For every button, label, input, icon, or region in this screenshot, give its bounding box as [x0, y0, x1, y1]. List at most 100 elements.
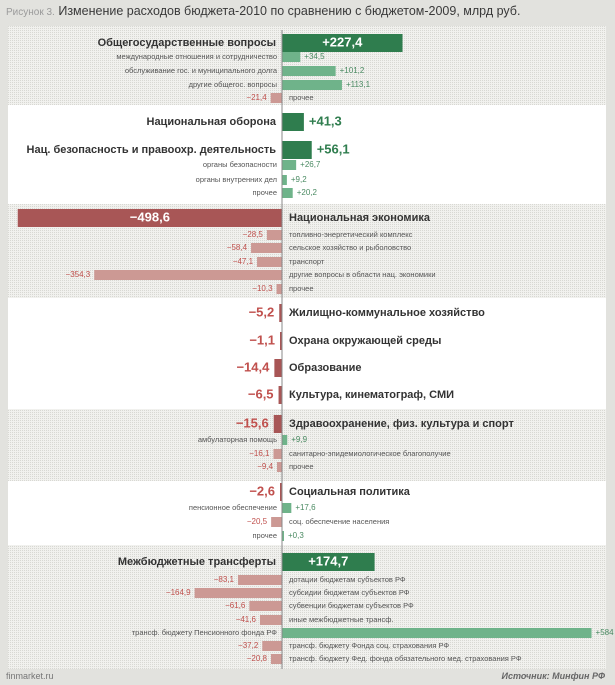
group-bar [274, 359, 282, 377]
sub-label: топливно-энергетический комплекс [289, 230, 413, 239]
group-bar [273, 415, 282, 433]
group-value-label: −15,6 [236, 415, 269, 430]
sub-bar [282, 80, 342, 90]
sub-label: соц. обеспечение населения [289, 517, 389, 526]
sub-bar [270, 654, 282, 664]
group-bar [280, 483, 282, 501]
group-band [8, 409, 606, 481]
group-bar [282, 553, 375, 571]
sub-value-label: +584 [596, 628, 615, 637]
sub-label: прочее [253, 188, 278, 197]
group-value-label: +227,4 [322, 34, 363, 49]
group-label: Национальная оборона [147, 116, 277, 128]
sub-value-label: −20,8 [247, 654, 268, 663]
sub-bar [257, 257, 282, 267]
title-text: Изменение расходов бюджета-2010 по сравн… [58, 4, 521, 18]
sub-value-label: +20,2 [297, 188, 318, 197]
group-value-label: −5,2 [249, 304, 275, 319]
sub-bar [94, 270, 282, 280]
sub-value-label: −164,9 [166, 588, 191, 597]
sub-bar [282, 503, 292, 513]
sub-label: другие общегос. вопросы [189, 80, 277, 89]
sub-bar [282, 66, 336, 76]
sub-bar [266, 230, 282, 240]
group-bar [17, 209, 282, 227]
sub-bar [194, 588, 282, 598]
sub-value-label: +9,2 [291, 175, 307, 184]
group-label: Национальная экономика [289, 212, 431, 224]
sub-label: другие вопросы в области нац. экономики [289, 270, 436, 279]
group-value-label: +174,7 [308, 553, 348, 568]
sub-value-label: −9,4 [257, 462, 273, 471]
sub-label: прочее [289, 93, 314, 102]
sub-bar [282, 52, 301, 62]
group-bar [282, 141, 312, 159]
sub-bar [282, 435, 288, 445]
sub-value-label: +26,7 [300, 160, 321, 169]
sub-value-label: −58,4 [227, 243, 248, 252]
sub-bar [282, 188, 293, 198]
sub-value-label: −83,1 [214, 575, 235, 584]
sub-label: обслуживание гос. и муниципального долга [125, 66, 278, 75]
sub-value-label: +113,1 [346, 80, 371, 89]
sub-label: амбулаторная помощь [198, 435, 277, 444]
sub-label: прочее [253, 531, 278, 540]
footer-site: finmarket.ru [6, 671, 54, 681]
sub-value-label: +17,6 [295, 503, 316, 512]
group-label: Жилищно-коммунальное хозяйство [288, 307, 485, 319]
sub-label: сельское хозяйство и рыболовство [289, 243, 411, 252]
sub-bar [282, 531, 284, 541]
sub-bar [251, 243, 282, 253]
sub-bar [282, 628, 592, 638]
sub-bar [273, 449, 282, 459]
sub-bar [271, 517, 282, 527]
sub-bar [249, 601, 282, 611]
group-bar [280, 332, 282, 350]
sub-value-label: −10,3 [252, 284, 273, 293]
group-bar [282, 113, 304, 131]
sub-label: трансф. бюджету Фед. фонда обязательного… [289, 654, 522, 663]
group-bar [279, 304, 282, 322]
group-label: Охрана окружающей среды [289, 335, 441, 347]
sub-value-label: +9,9 [291, 435, 307, 444]
group-value-label: −14,4 [236, 359, 270, 374]
group-label: Общегосударственные вопросы [98, 37, 276, 49]
footer-source: Источник: Минфин РФ [501, 671, 605, 681]
group-value-label: −498,6 [130, 209, 170, 224]
sub-bar [282, 175, 287, 185]
sub-label: трансф. бюджету Пенсионного фонда РФ [132, 628, 278, 637]
sub-label: транспорт [289, 257, 325, 266]
sub-bar [276, 284, 282, 294]
sub-value-label: −47,1 [233, 257, 254, 266]
group-value-label: −6,5 [248, 386, 274, 401]
group-label: Социальная политика [289, 486, 411, 498]
sub-bar [277, 462, 282, 472]
sub-value-label: −37,2 [238, 641, 259, 650]
sub-value-label: −41,6 [236, 615, 257, 624]
group-label: Межбюджетные трансферты [118, 556, 276, 568]
group-value-label: +56,1 [317, 141, 350, 156]
sub-label: дотации бюджетам субъектов РФ [289, 575, 406, 584]
sub-label: пенсионное обеспечение [189, 503, 277, 512]
sub-label: субвенции бюджетам субъектов РФ [289, 601, 414, 610]
sub-value-label: −21,4 [246, 93, 267, 102]
sub-bar [259, 615, 282, 625]
sub-value-label: −354,3 [66, 270, 91, 279]
group-value-label: +41,3 [309, 113, 342, 128]
sub-label: иные межбюджетные трансф. [289, 615, 394, 624]
group-label: Здравоохранение, физ. культура и спорт [289, 418, 514, 430]
group-label: Образование [289, 362, 362, 374]
group-label: Нац. безопасность и правоохр. деятельнос… [27, 144, 277, 156]
sub-value-label: −20,5 [247, 517, 268, 526]
sub-value-label: −61,6 [225, 601, 246, 610]
sub-label: прочее [289, 462, 314, 471]
sub-bar [282, 160, 297, 170]
sub-value-label: +0,3 [288, 531, 304, 540]
sub-value-label: +34,5 [304, 52, 325, 61]
chart-title: Рисунок 3. Изменение расходов бюджета-20… [6, 4, 520, 18]
sub-label: прочее [289, 284, 314, 293]
sub-bar [237, 575, 282, 585]
sub-value-label: +101,2 [340, 66, 365, 75]
figure-number: Рисунок 3. [6, 7, 55, 18]
